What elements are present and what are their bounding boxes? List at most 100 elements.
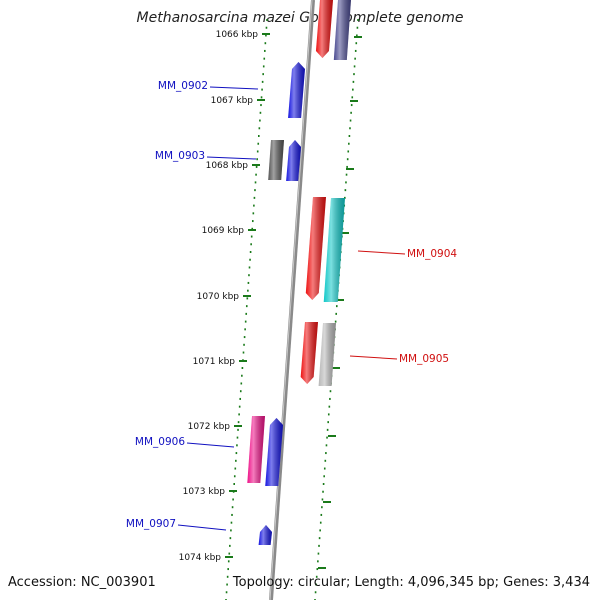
rail-dot-right — [322, 490, 324, 493]
gene-label-mm-0905[interactable]: MM_0905 — [399, 353, 449, 365]
rail-dot-right — [326, 436, 328, 439]
rail-dot-right — [346, 158, 349, 161]
tick-label: 1069 kbp — [202, 226, 245, 236]
rail-dot-left — [250, 243, 252, 246]
rail-dot-right — [329, 397, 331, 400]
tick-label: 1068 kbp — [206, 161, 249, 171]
rail-dot-left — [258, 135, 260, 137]
rail-dot-right — [357, 19, 359, 21]
rail-dot-right — [319, 521, 322, 524]
rail-dot-left — [239, 390, 242, 393]
rail-dot-right — [352, 80, 355, 83]
gene-shading — [323, 198, 345, 302]
tick-label: 1072 kbp — [188, 422, 231, 432]
rail-dot-right — [350, 111, 352, 114]
gene-label-mm-0906[interactable]: MM_0906 — [135, 436, 185, 448]
rail-dot-right — [347, 150, 350, 153]
rail-dot-left — [238, 405, 241, 408]
gene-label-mm-0907[interactable]: MM_0907 — [126, 518, 176, 530]
genome-title: Methanosarcina mazei Go1, complete genom… — [136, 10, 464, 26]
rail-dot-right — [317, 560, 319, 563]
rail-dot-right — [354, 57, 356, 60]
rail-dot-left — [233, 475, 236, 478]
rail-dot-right — [325, 444, 328, 447]
gene-label-mm-0903[interactable]: MM_0903 — [155, 150, 205, 162]
tick-marks: 1066 kbp 1067 kbp 1068 kbp 1069 kbp 1070 kbp… — [179, 30, 362, 569]
rail-dot-left — [235, 459, 237, 462]
label-leader-line — [209, 86, 259, 90]
rail-dot-left — [266, 19, 268, 21]
rail-dot-right — [323, 475, 325, 478]
rail-dot-right — [324, 459, 327, 462]
rail-dot-left — [265, 34, 267, 37]
rail-dot-left — [253, 196, 256, 199]
rail-dot-left — [231, 513, 233, 516]
rail-dot-left — [229, 537, 232, 540]
rail-dot-left — [241, 367, 244, 369]
rail-dot-left — [243, 343, 245, 346]
rail-dot-left — [235, 452, 238, 455]
rail-dot-left — [262, 73, 264, 76]
rail-dot-right — [335, 305, 338, 308]
rail-dot-right — [345, 181, 347, 184]
gene-label-mm-0904[interactable]: MM_0904 — [407, 248, 457, 260]
rail-dot-left — [236, 436, 239, 439]
gene-shading — [288, 62, 305, 118]
rail-dot-left — [257, 142, 260, 145]
rail-dot-right — [351, 96, 354, 99]
rail-dot-left — [237, 428, 239, 431]
gene-shading — [315, 0, 333, 58]
rail-dot-left — [261, 80, 264, 83]
rail-dot-left — [225, 591, 228, 594]
tick-label: 1067 kbp — [211, 96, 254, 106]
rail-dot-right — [334, 320, 337, 323]
rail-dot-left — [244, 320, 247, 323]
rail-dot-right — [335, 312, 338, 315]
rail-dot-left — [247, 289, 249, 292]
rail-dot-right — [349, 127, 351, 130]
rail-dot-left — [264, 42, 267, 45]
rail-dot-right — [350, 104, 353, 107]
rail-dot-left — [227, 568, 229, 571]
rail-dot-left — [233, 483, 235, 485]
gene-shading — [258, 525, 272, 545]
rail-dot-right — [352, 88, 354, 91]
rail-dot-right — [315, 583, 317, 586]
label-leader-line — [206, 156, 257, 160]
gene-features — [247, 0, 351, 545]
rail-dot-right — [326, 428, 329, 431]
label-leader-line — [177, 524, 227, 531]
rail-dot-right — [323, 467, 326, 470]
rail-dot-left — [226, 575, 229, 578]
rail-dot-left — [260, 104, 262, 107]
rail-dot-left — [264, 49, 266, 52]
rail-dot-left — [231, 506, 234, 509]
rail-dot-left — [248, 266, 251, 269]
rail-dot-left — [230, 529, 232, 532]
genome-backbone — [269, 0, 315, 600]
rail-dot-right — [318, 537, 321, 540]
gene-label-mm-0902[interactable]: MM_0902 — [158, 80, 208, 92]
rail-dot-right — [327, 421, 329, 424]
rail-dot-right — [321, 506, 323, 509]
gene-shading — [333, 0, 351, 60]
gene-shading — [318, 323, 336, 386]
rail-dot-right — [315, 575, 318, 578]
rail-dot-right — [318, 544, 320, 547]
rail-dot-left — [242, 351, 245, 354]
tick-label: 1074 kbp — [179, 553, 222, 563]
rail-dot-right — [349, 119, 352, 122]
rail-dot-right — [320, 513, 323, 516]
rail-dot-right — [322, 483, 325, 485]
rail-dot-left — [263, 57, 266, 60]
accession-text: Accession: NC_003901 — [8, 575, 156, 590]
rail-dot-right — [327, 413, 330, 416]
rail-dot-right — [325, 452, 327, 455]
tick-label: 1070 kbp — [197, 292, 240, 302]
rail-dot-left — [246, 297, 249, 300]
genome-backbone-highlight — [269, 0, 313, 600]
rail-dot-right — [344, 189, 347, 192]
rail-dot-right — [316, 568, 319, 571]
gene-shading — [268, 140, 284, 180]
